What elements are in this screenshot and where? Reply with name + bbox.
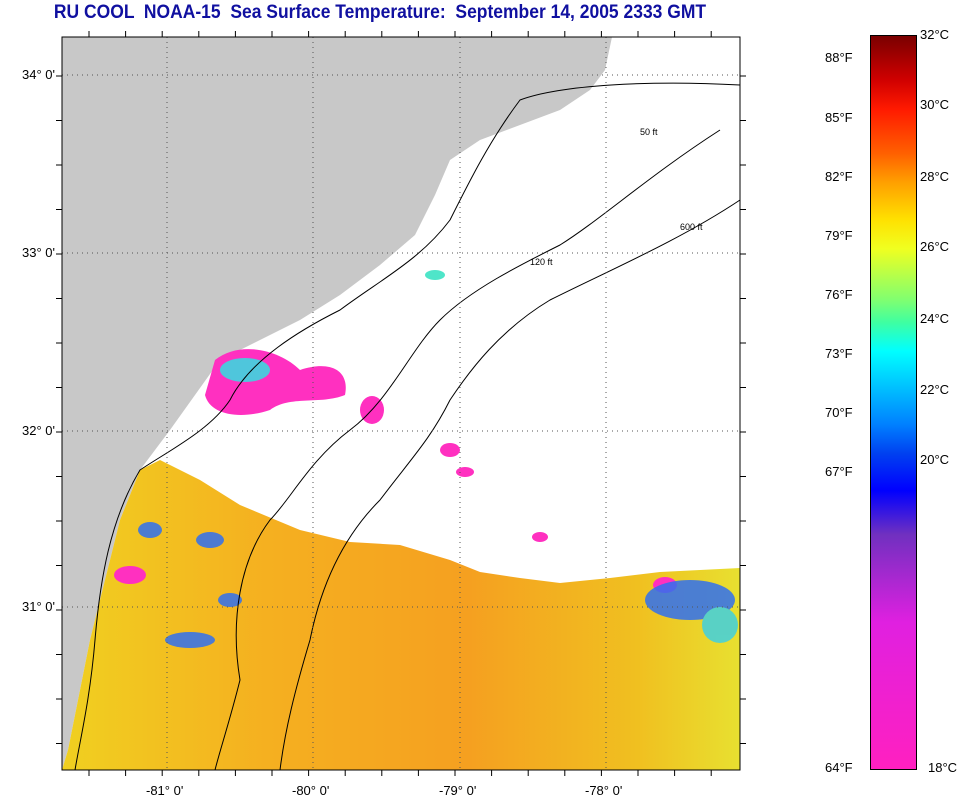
sst-data-region <box>62 460 740 770</box>
colorbar-c-label: 22°C <box>920 382 950 397</box>
lat-label: 33° 0' <box>22 245 55 260</box>
contour-label-120: 120 ft <box>530 257 553 267</box>
colorbar-c-label: 24°C <box>920 311 950 326</box>
contour-lines <box>74 82 741 771</box>
colorbar-f-label: 85°F <box>825 110 853 125</box>
colorbar-f-label: 79°F <box>825 228 853 243</box>
lon-label: -81° 0' <box>146 783 184 798</box>
contour-label-600: 600 ft <box>680 222 703 232</box>
lat-label: 32° 0' <box>22 423 55 438</box>
colorbar-c-label: 26°C <box>920 239 950 254</box>
colorbar-c-label: 32°C <box>920 27 950 42</box>
colorbar-c-label: 28°C <box>920 169 950 184</box>
axis-ticks <box>56 31 746 776</box>
colorbar-f-label: 76°F <box>825 287 853 302</box>
colorbar-f-label: 70°F <box>825 405 853 420</box>
contour-label-50: 50 ft <box>640 127 658 137</box>
cool-patches <box>138 270 738 648</box>
colorbar-f-label: 82°F <box>825 169 853 184</box>
lon-label: -80° 0' <box>292 783 330 798</box>
colorbar-c-label: 30°C <box>920 97 950 112</box>
land <box>62 37 612 770</box>
grid-lines <box>62 37 740 770</box>
map-title: RU COOL NOAA-15 Sea Surface Temperature:… <box>53 2 707 23</box>
colorbar-f-label: 67°F <box>825 464 853 479</box>
colorbar-f-label: 88°F <box>825 50 853 65</box>
map-frame <box>61 36 741 771</box>
colorbar-f-label: 73°F <box>825 346 853 361</box>
lon-label: -78° 0' <box>585 783 623 798</box>
colorbar-c-label: 20°C <box>920 452 950 467</box>
lat-label: 31° 0' <box>22 599 55 614</box>
lat-label: 34° 0' <box>22 67 55 82</box>
colorbar-c-label: 18°C <box>928 760 958 775</box>
colorbar <box>870 35 917 770</box>
colorbar-f-label: 64°F <box>825 760 853 775</box>
lon-label: -79° 0' <box>439 783 477 798</box>
